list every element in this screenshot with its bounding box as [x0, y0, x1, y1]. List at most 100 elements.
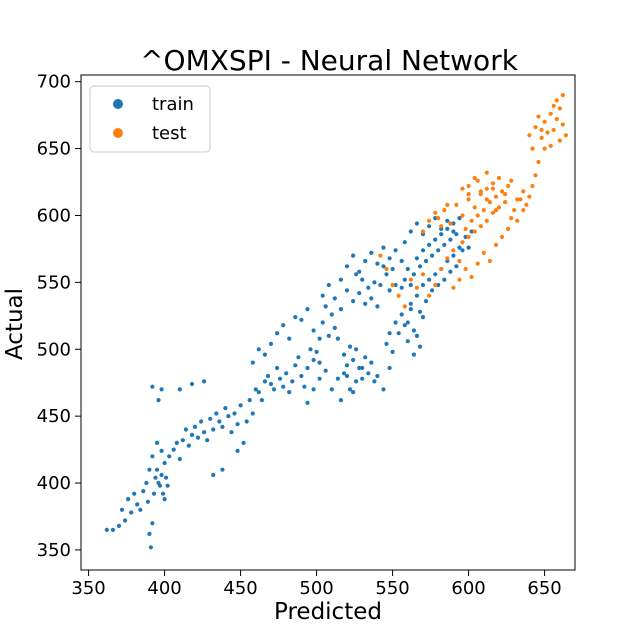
legend: train test	[89, 85, 211, 153]
data-point-train	[338, 307, 343, 312]
y-tick-label: 450	[37, 406, 71, 427]
y-tick-label: 550	[37, 272, 71, 293]
data-point-train	[308, 347, 313, 352]
data-point-train	[369, 360, 374, 365]
data-point-test	[533, 125, 538, 130]
data-point-train	[332, 296, 337, 301]
data-point-test	[460, 186, 465, 191]
data-point-test	[560, 93, 565, 98]
data-point-test	[427, 293, 432, 298]
data-point-train	[448, 237, 453, 242]
data-point-train	[326, 333, 331, 338]
data-point-train	[293, 363, 298, 368]
chart-title: ^OMXSPI - Neural Network	[140, 44, 519, 77]
x-tick-label: 550	[375, 578, 409, 599]
data-point-test	[548, 143, 553, 148]
data-point-train	[220, 424, 225, 429]
data-point-test	[487, 200, 492, 205]
data-point-train	[433, 216, 438, 221]
data-point-train	[387, 365, 392, 371]
data-point-train	[281, 384, 286, 389]
data-point-train	[262, 352, 267, 357]
data-point-train	[205, 438, 210, 443]
data-point-train	[375, 261, 380, 266]
x-tick-label: 500	[299, 578, 333, 599]
data-point-train	[405, 339, 410, 344]
data-point-train	[268, 341, 274, 346]
data-point-train	[226, 414, 231, 419]
data-point-train	[366, 371, 371, 376]
data-point-train	[405, 320, 410, 325]
x-axis-label: Predicted	[274, 599, 382, 625]
data-point-train	[369, 250, 374, 255]
data-point-test	[472, 175, 477, 181]
data-point-test	[499, 189, 505, 194]
data-point-train	[150, 521, 155, 526]
data-point-train	[268, 381, 274, 387]
data-point-train	[177, 456, 182, 462]
data-point-train	[189, 432, 195, 437]
data-point-train	[360, 277, 365, 282]
data-point-test	[384, 266, 389, 272]
data-point-train	[417, 309, 423, 314]
data-point-train	[323, 368, 328, 373]
data-point-train	[275, 331, 280, 336]
data-point-train	[402, 323, 407, 328]
data-point-train	[399, 312, 404, 317]
data-point-train	[427, 242, 432, 247]
data-point-test	[521, 189, 526, 194]
data-point-test	[378, 253, 383, 258]
data-point-test	[509, 216, 514, 221]
data-point-train	[454, 232, 459, 237]
data-point-test	[420, 229, 426, 234]
data-point-train	[320, 293, 325, 298]
data-point-test	[530, 183, 535, 189]
data-point-train	[323, 304, 328, 309]
data-point-train	[384, 341, 389, 346]
data-point-train	[302, 384, 307, 389]
data-point-test	[463, 266, 468, 272]
data-point-test	[499, 234, 505, 239]
data-point-train	[244, 419, 249, 424]
legend-label-test: test	[152, 123, 187, 144]
data-point-train	[402, 277, 407, 282]
data-point-test	[402, 304, 407, 309]
data-point-train	[195, 435, 201, 440]
data-point-train	[341, 352, 347, 357]
data-point-train	[247, 398, 252, 403]
data-point-test	[466, 234, 471, 239]
y-tick-label: 700	[37, 72, 71, 93]
data-point-test	[493, 208, 499, 213]
data-point-test	[433, 282, 438, 288]
plot-frame	[80, 74, 576, 571]
data-point-train	[116, 523, 122, 529]
data-point-test	[454, 202, 459, 207]
data-point-train	[150, 384, 155, 389]
data-point-test	[484, 218, 489, 223]
data-point-train	[433, 272, 438, 277]
data-point-train	[275, 365, 280, 371]
data-point-train	[165, 483, 170, 488]
data-point-test	[466, 192, 471, 197]
data-point-test	[463, 226, 468, 231]
data-point-train	[393, 282, 398, 288]
data-point-test	[436, 216, 441, 221]
data-point-train	[192, 424, 198, 429]
data-point-train	[381, 387, 386, 392]
data-point-train	[314, 349, 319, 354]
data-point-train	[186, 443, 191, 448]
data-point-train	[129, 510, 134, 515]
y-tick-label: 400	[37, 473, 71, 494]
data-point-train	[329, 387, 334, 392]
data-point-train	[250, 411, 255, 416]
data-point-train	[414, 221, 419, 226]
data-point-train	[420, 282, 426, 288]
data-point-test	[472, 229, 477, 234]
data-point-train	[387, 331, 392, 336]
data-point-train	[351, 357, 356, 363]
data-point-train	[293, 315, 298, 320]
data-point-train	[164, 475, 169, 480]
data-point-test	[469, 274, 474, 280]
data-point-test	[460, 240, 465, 245]
data-point-train	[332, 325, 337, 330]
